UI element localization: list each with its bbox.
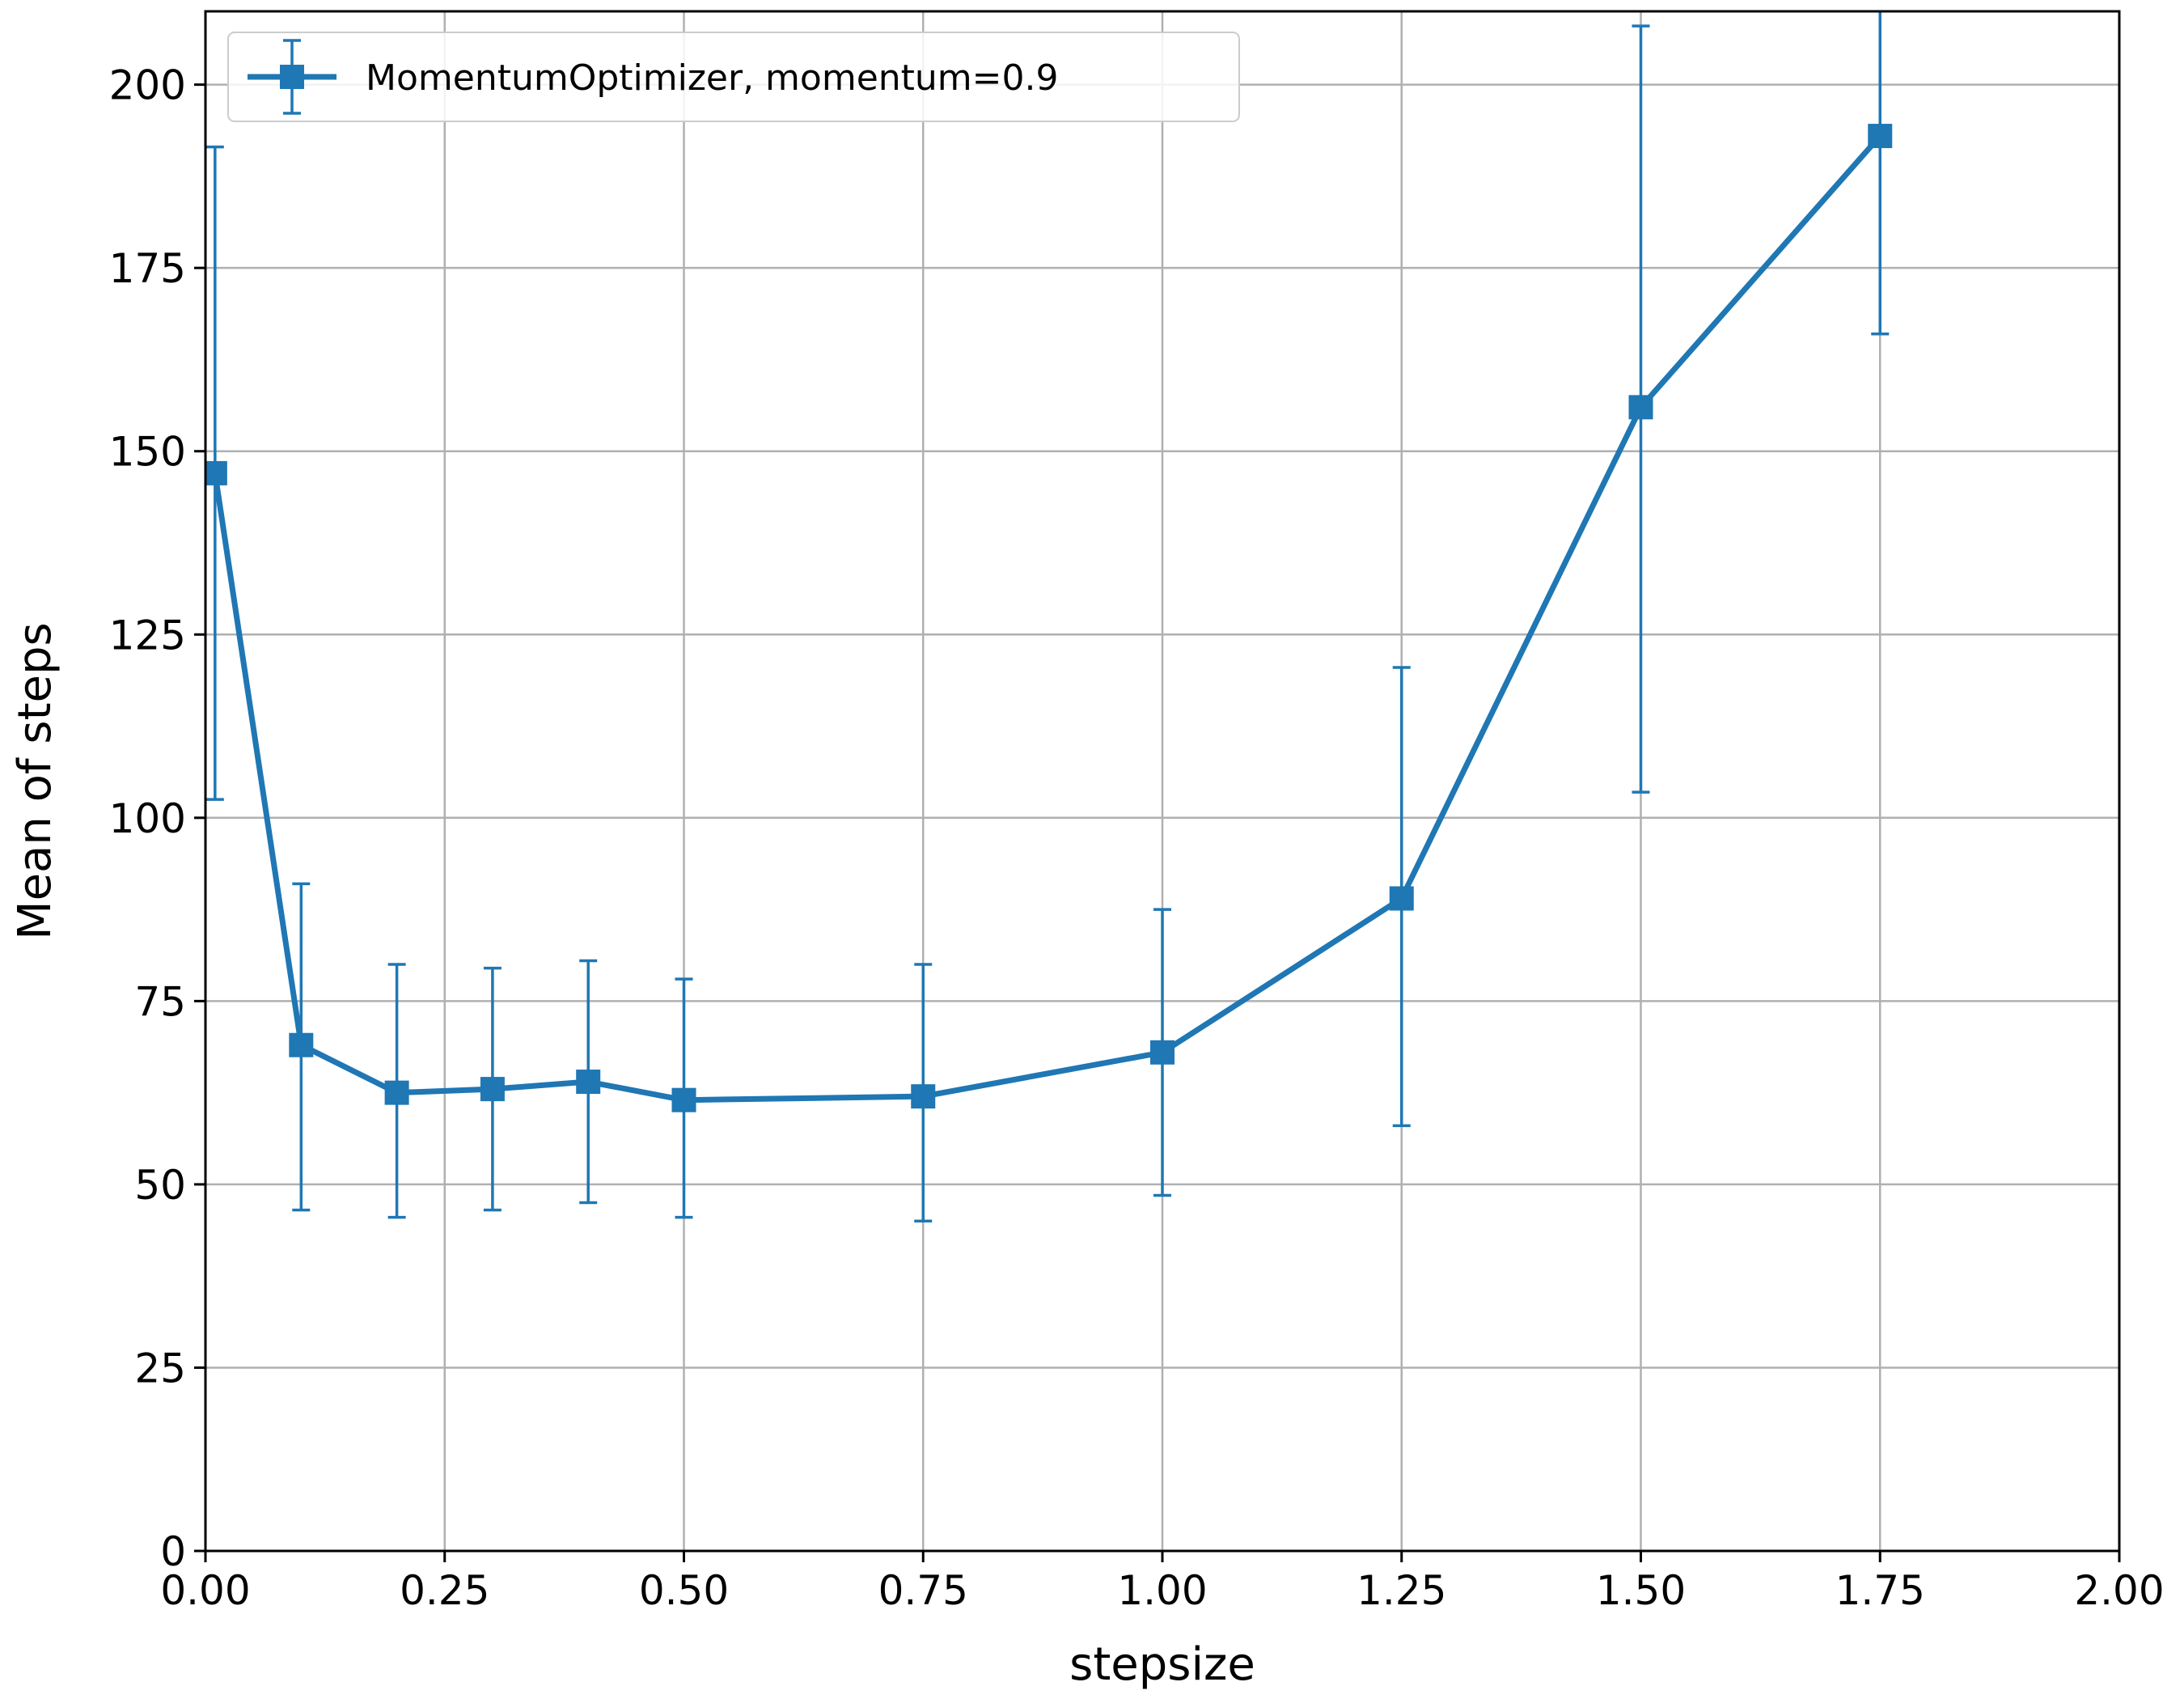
x-tick-label: 0.75 [878,1567,968,1614]
legend: MomentumOptimizer, momentum=0.9 [227,32,1240,122]
plot-frame [204,10,2121,1553]
x-tick-label: 1.25 [1357,1567,1446,1614]
data-point [384,1080,409,1105]
y-tick-label: 175 [109,245,186,292]
y-tick-label: 75 [134,978,186,1025]
x-tick-label: 0.25 [400,1567,489,1614]
data-point [480,1077,505,1102]
x-tick-label: 1.50 [1596,1567,1686,1614]
y-tick-label: 100 [109,795,186,842]
y-axis-title: Mean of steps [9,622,61,939]
y-tick-label: 125 [109,612,186,659]
series-layer [205,11,1893,1222]
y-tick-label: 50 [134,1162,186,1209]
data-point [671,1087,696,1112]
y-tick-label: 150 [109,429,186,476]
data-point [205,460,227,485]
legend-square-marker [280,65,304,89]
x-axis-title: stepsize [1069,1638,1255,1691]
ticks: 0.00 0.25 0.50 0.75 1.00 1.25 1.50 1.75 2.00 0 25 5… [109,62,2165,1614]
data-point [289,1032,314,1057]
data-point [1868,124,1893,149]
series-line [212,133,1882,1104]
data-point [911,1084,936,1109]
y-tick-label: 0 [160,1528,186,1575]
legend-marker-icon [248,39,336,115]
x-tick-label: 1.00 [1117,1567,1207,1614]
y-tick-label: 200 [109,62,186,109]
legend-box [227,32,1240,122]
y-tick-label: 25 [134,1345,186,1392]
x-tick-label: 2.00 [2074,1567,2164,1614]
data-point [1389,886,1414,911]
x-tick-label: 0.50 [639,1567,729,1614]
x-tick-label: 1.75 [1835,1567,1925,1614]
data-point [1628,395,1653,420]
legend-label: MomentumOptimizer, momentum=0.9 [366,57,1059,99]
data-point [576,1070,601,1095]
x-tick-label: 0.00 [160,1567,250,1614]
grid [204,11,2121,1553]
data-point [1150,1040,1175,1065]
